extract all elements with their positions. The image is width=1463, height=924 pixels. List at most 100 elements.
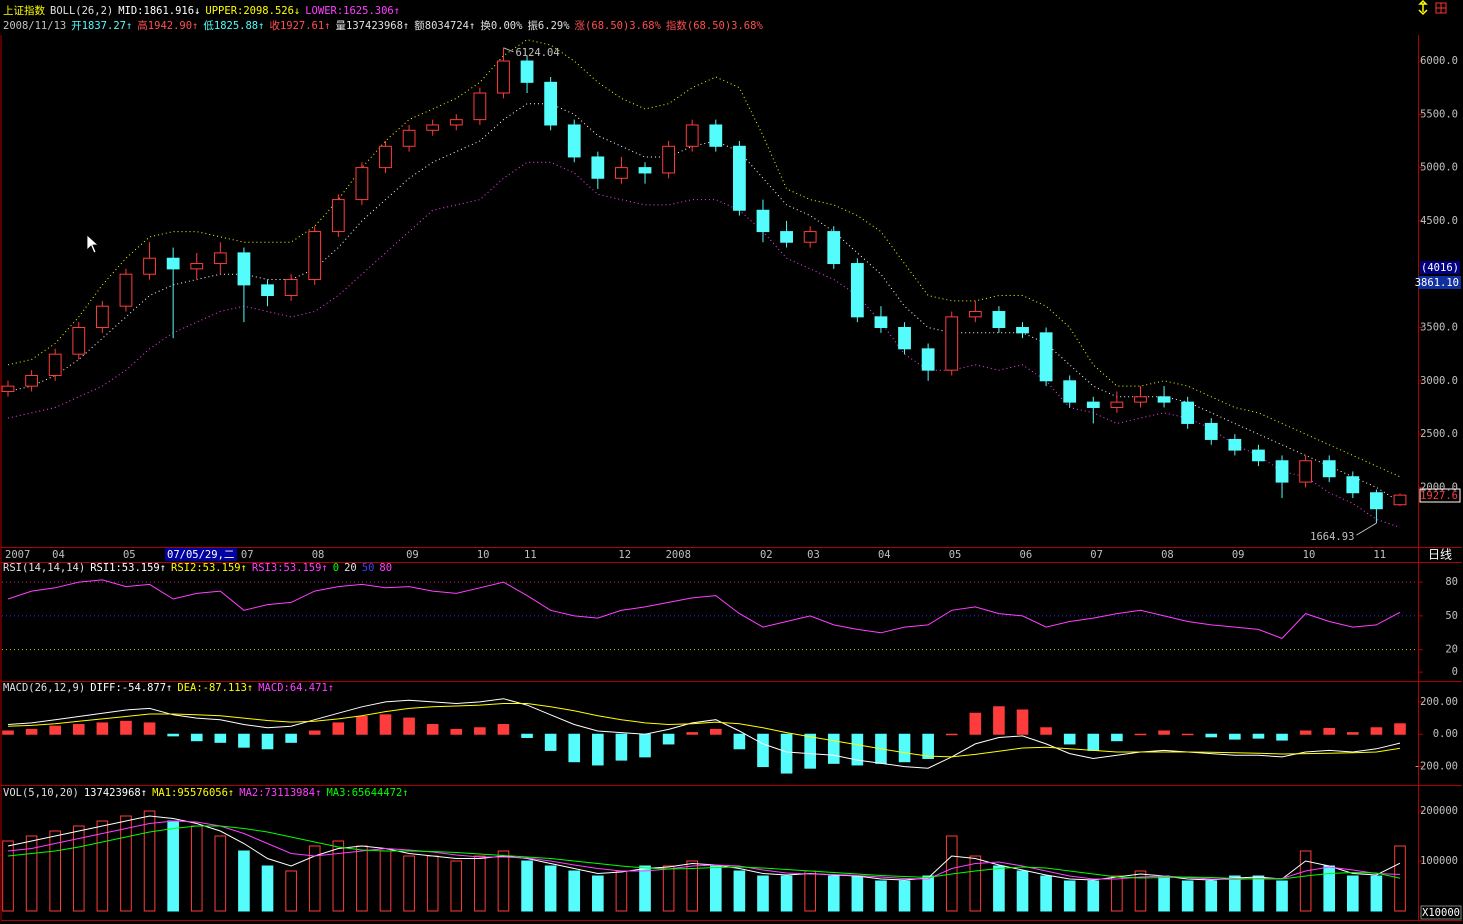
- bar: [851, 875, 864, 912]
- x-tick-label: 05: [949, 549, 962, 561]
- bar: [922, 875, 934, 912]
- bar: [1229, 875, 1241, 912]
- candle-body: [331, 199, 345, 233]
- bar: [1181, 733, 1194, 736]
- x-tick-label: 11: [1373, 549, 1386, 561]
- candle-body: [803, 231, 817, 243]
- series-line: [7, 703, 1401, 758]
- header-text: 50: [362, 562, 375, 574]
- y-tick-label: 2000.0: [1420, 481, 1458, 493]
- x-tick-label: 06: [1020, 549, 1033, 561]
- bar: [1016, 870, 1029, 912]
- bar: [1299, 730, 1312, 735]
- header-text: MID:1861.916↓: [118, 5, 200, 17]
- mouse-cursor: [86, 234, 100, 254]
- header-text: 0: [333, 562, 339, 574]
- bar: [662, 865, 675, 912]
- bar: [167, 820, 179, 912]
- bar: [686, 732, 699, 735]
- bar: [25, 728, 38, 735]
- y-tick-label: 3500.0: [1420, 322, 1458, 334]
- toolbar-icons[interactable]: [1418, 0, 1447, 16]
- candle-body: [190, 263, 204, 270]
- bar: [827, 733, 840, 764]
- header-text: BOLL(26,2): [50, 5, 113, 17]
- candle-body: [992, 311, 1006, 329]
- header-text: 高1942.90↑: [137, 19, 198, 32]
- candle-body: [213, 252, 227, 265]
- icon[interactable]: [1436, 3, 1446, 13]
- bar: [1158, 730, 1170, 735]
- header-text: MACD:64.471↑: [258, 682, 334, 694]
- series-line: [7, 579, 1401, 639]
- bar: [1394, 723, 1406, 735]
- x-tick-label: 03: [807, 549, 820, 561]
- volume-unit: X10000: [1422, 907, 1460, 919]
- candle-body: [1157, 396, 1171, 403]
- candle-body: [1322, 460, 1336, 478]
- bar: [1323, 727, 1336, 735]
- x-tick-label: 08: [312, 549, 325, 561]
- bar: [1063, 880, 1076, 912]
- bar: [757, 875, 769, 912]
- y-tick-label: 4500.0: [1420, 215, 1458, 227]
- bar: [827, 875, 840, 912]
- x-tick-label: 12: [618, 549, 631, 561]
- bar: [72, 825, 85, 912]
- period-label[interactable]: 日线: [1428, 548, 1452, 562]
- bar: [568, 733, 581, 763]
- x-tick-label: 07: [1090, 549, 1103, 561]
- cursor-price: 3861.10: [1415, 277, 1459, 289]
- y-tick-label: 0: [1452, 666, 1458, 678]
- header-text: 上证指数: [3, 4, 45, 17]
- bar: [686, 860, 699, 912]
- bar: [898, 880, 911, 912]
- bar: [804, 733, 816, 769]
- candle-body: [615, 167, 628, 179]
- bar: [615, 733, 628, 761]
- bar: [403, 855, 415, 912]
- annotation-leader: [1356, 522, 1377, 536]
- candle-body: [732, 145, 746, 211]
- x-tick-label: 04: [878, 549, 891, 561]
- x-tick-label: 11: [524, 549, 537, 561]
- bar: [1323, 865, 1336, 912]
- x-tick-label: 09: [406, 549, 419, 561]
- bar: [120, 815, 132, 912]
- candle-body: [402, 129, 416, 147]
- header-text: RSI2:53.159↑: [171, 562, 247, 574]
- cursor-count: (4016): [1421, 262, 1459, 274]
- bar: [285, 870, 297, 912]
- y-tick-label: 5000.0: [1420, 162, 1458, 174]
- candle-body: [379, 145, 392, 169]
- bar: [993, 706, 1005, 735]
- bar: [1205, 733, 1218, 738]
- bar: [733, 733, 746, 750]
- candle-body: [638, 167, 652, 174]
- series-line: [7, 825, 1401, 880]
- candle-body: [237, 252, 251, 286]
- candle-body: [166, 257, 180, 270]
- candle-body: [945, 316, 959, 371]
- candle-body: [1370, 492, 1383, 510]
- bar: [662, 733, 675, 745]
- header-text: 低1825.88↑: [203, 19, 264, 32]
- candle-body: [874, 316, 888, 329]
- candle-body: [591, 156, 605, 179]
- candle-body: [1110, 401, 1124, 408]
- header-text: RSI1:53.159↑: [90, 562, 166, 574]
- candle-body: [827, 231, 841, 265]
- candle-body: [284, 279, 298, 297]
- header-text: 指数(68.50)3.68%: [666, 19, 764, 32]
- header-text: VOL(5,10,20): [3, 787, 79, 799]
- bar: [72, 724, 85, 735]
- header-text: 20: [344, 562, 357, 574]
- candle-body: [709, 124, 723, 147]
- icon[interactable]: [1418, 0, 1428, 16]
- header-text: RSI3:53.159↑: [252, 562, 328, 574]
- bar: [261, 733, 274, 750]
- header-text: DIFF:-54.877↑: [90, 682, 172, 694]
- x-tick-label: 2007: [5, 549, 30, 561]
- bar: [356, 715, 368, 735]
